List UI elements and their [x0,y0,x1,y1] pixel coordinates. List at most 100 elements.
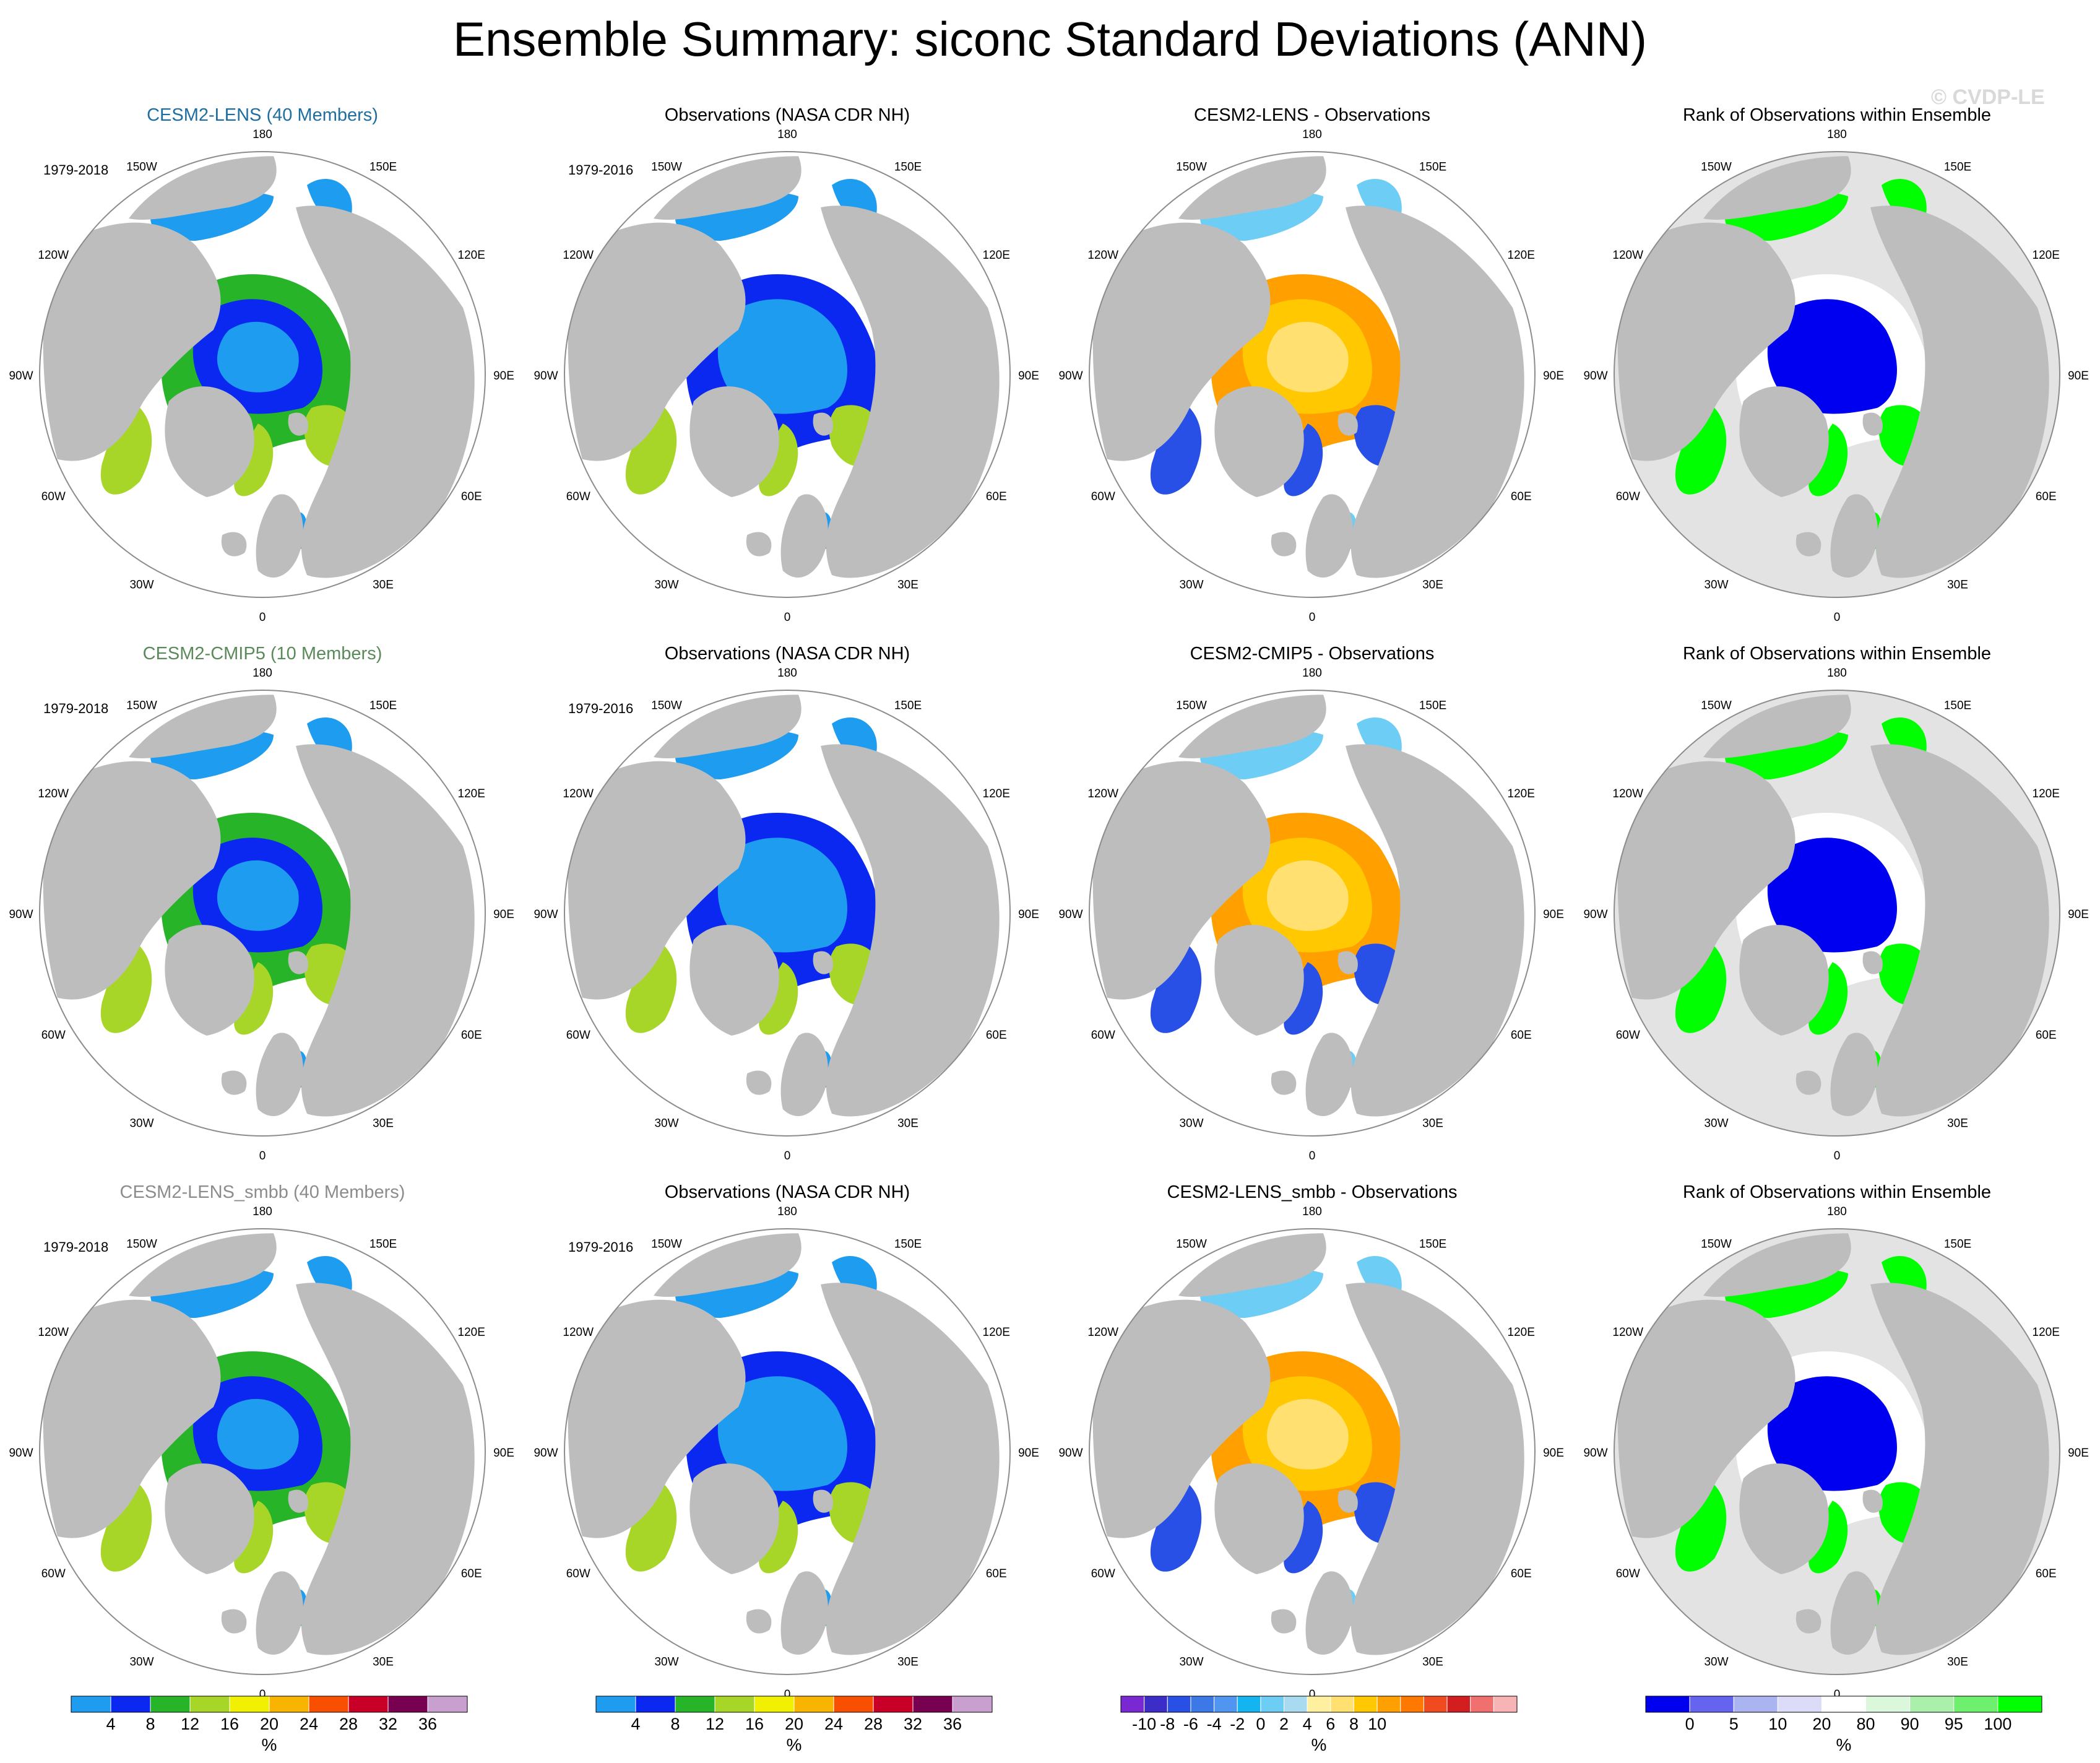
land-mass [746,1609,772,1634]
panel-title: Observations (NASA CDR NH) [664,105,910,125]
longitude-label: 120E [2033,787,2060,800]
colorbar-tick-label: 24 [824,1715,843,1733]
land-mass [1617,222,1795,461]
colorbar-swatch [833,1696,874,1713]
longitude-label: 120E [2033,249,2060,262]
longitude-label: 60W [566,1567,590,1580]
map-panel-rank: Rank of Observations within Ensemble 180 1… [1575,631,2099,1176]
longitude-label: 60E [461,490,482,503]
longitude-label: 30E [1947,1656,1968,1669]
longitude-label: 90W [9,370,33,383]
longitude-label: 60W [41,490,66,503]
polar-map: 180 150E 120E 90E 60E 30E 0 30W 60W 90W 120W 150W [9,667,514,1163]
colorbar-swatch [1909,1696,1955,1713]
colorbar-unit: % [787,1735,802,1754]
colorbar-swatch [1400,1696,1424,1713]
panel-title: Rank of Observations within Ensemble [1682,644,1992,664]
land-mass [568,761,746,1000]
ice-labrador-region [625,1474,677,1572]
land-mass [1830,1571,1878,1655]
land-mass [296,206,475,578]
ice-east-greenland-region [1808,423,1848,496]
longitude-label: 90W [1058,908,1082,921]
panel-title: Observations (NASA CDR NH) [664,1182,910,1202]
longitude-label: 180 [1302,128,1322,141]
longitude-label: 60E [461,1029,482,1042]
land-mass [288,1489,308,1513]
colorbar-swatch [1733,1696,1778,1713]
ice-labrador-region [1150,397,1202,495]
longitude-label: 30W [1179,1117,1203,1130]
colorbar-swatch [229,1696,270,1713]
period-label: 1979-2018 [43,162,109,178]
land-mass [296,1283,475,1655]
longitude-label: 180 [1302,667,1322,680]
ice-core-region [1266,1398,1349,1470]
land-mass [689,1463,779,1574]
longitude-label: 30W [129,579,153,592]
map-boundary [1089,690,1536,1137]
colorbar-swatch [1214,1696,1238,1713]
colorbar-swatch [1190,1696,1215,1713]
land-mass [165,925,254,1036]
land-mass [1870,744,2049,1117]
longitude-label: 120W [38,1326,69,1339]
longitude-label: 0 [1309,1688,1316,1701]
colorbar-swatch [1353,1696,1378,1713]
longitude-label: 60E [986,1029,1007,1042]
land-mass [1178,156,1326,220]
ice-east-greenland-region [234,962,274,1035]
land-mass [689,386,779,497]
map-panel-model: CESM2-LENS (40 Members) 180 150E 120E 90E 60E… [0,93,525,638]
ice-labrador-region [625,397,677,495]
longitude-label: 30W [654,1656,678,1669]
longitude-label: 0 [1309,1150,1316,1163]
colorbar-tick-label: 20 [1812,1715,1831,1733]
map-panel-obs: Observations (NASA CDR NH) 180 150E 120E 90E… [525,631,1050,1176]
land-mass [1214,925,1304,1036]
longitude-label: 90W [9,1447,33,1460]
longitude-label: 90E [493,908,514,921]
longitude-label: 90E [1543,1447,1564,1460]
longitude-label: 150W [1701,699,1732,712]
ice-east-greenland-region [234,1501,274,1574]
land-mass [1703,695,1851,758]
colorbar-frame [1645,1696,2042,1713]
longitude-label: 0 [784,1150,791,1163]
land-mass [256,1571,303,1655]
land-mass [221,1070,247,1095]
longitude-label: 150W [126,1237,157,1250]
polar-map: 180 150E 120E 90E 60E 30E 0 30W 60W 90W 120W 150W [534,667,1039,1163]
colorbar-tick-label: 6 [1326,1715,1335,1733]
longitude-label: 60W [566,490,590,503]
ice-core-region [1266,321,1349,392]
land-mass [1271,532,1297,557]
longitude-label: 150E [1944,699,1971,712]
longitude-label: 120W [1087,1326,1118,1339]
colorbar-swatch [189,1696,230,1713]
land-mass [256,1033,303,1117]
longitude-label: 150E [1419,699,1446,712]
longitude-label: 90E [2068,1447,2089,1460]
land-mass [1346,206,1524,578]
colorbar-swatch [1777,1696,1822,1713]
land-mass [1305,494,1353,578]
longitude-label: 30E [1947,579,1968,592]
ice-east-greenland-region [759,1501,798,1574]
colorbar-swatch [1689,1696,1734,1713]
longitude-label: 180 [1827,667,1847,680]
longitude-label: 0 [259,611,266,624]
colorbar-tick-label: 10 [1368,1715,1386,1733]
land-mass [1305,1571,1353,1655]
longitude-label: 90E [1543,908,1564,921]
colorbar-frame [71,1696,468,1713]
longitude-label: 30W [1704,1656,1728,1669]
longitude-label: 60E [986,1567,1007,1580]
colorbar-tick-label: 95 [1945,1715,1963,1733]
land-mass [1092,1299,1271,1538]
land-mass [780,1571,828,1655]
longitude-label: 90E [2068,908,2089,921]
land-mass [1862,1489,1883,1513]
land-mass [813,412,833,436]
ice-labrador-region [1150,935,1202,1033]
